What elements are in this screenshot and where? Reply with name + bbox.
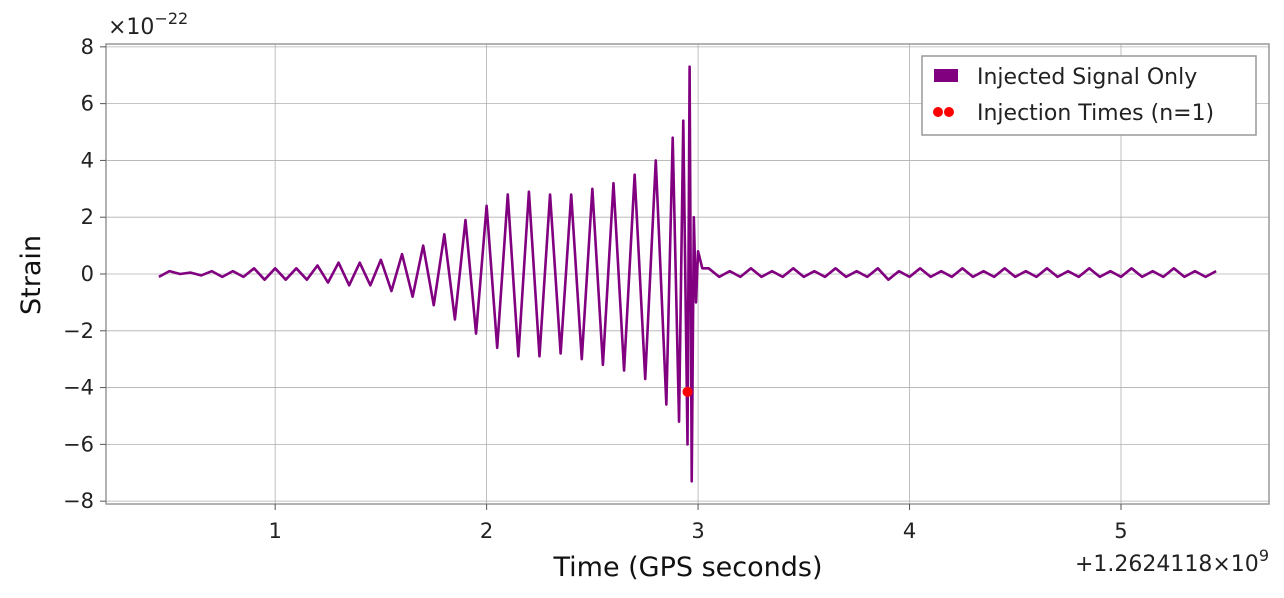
legend-marker-injection-times-a <box>933 107 943 117</box>
y-tick-label: −6 <box>63 432 94 456</box>
legend-label-injection-times: Injection Times (n=1) <box>977 101 1214 126</box>
y-scale-exponent: −22 <box>154 9 188 28</box>
legend-box <box>921 55 1257 136</box>
legend-swatch-injected-signal <box>934 69 958 82</box>
y-tick-label: 0 <box>81 262 94 286</box>
x-offset-exponent: 9 <box>1259 546 1269 565</box>
injection-time-point <box>682 386 693 397</box>
y-tick-label: 6 <box>81 92 94 116</box>
y-tick-label: −2 <box>63 319 94 343</box>
legend-label-injected-signal: Injected Signal Only <box>977 65 1197 90</box>
y-scale-prefix: ×10 <box>108 15 154 40</box>
y-tick-label: 8 <box>81 35 94 59</box>
x-tick-label: 5 <box>1114 519 1127 543</box>
x-offset-label: +1.2624118×109 <box>1075 546 1269 577</box>
x-offset-prefix: +1.2624118×10 <box>1075 552 1259 577</box>
y-tick-label: 2 <box>81 205 94 229</box>
y-tick-label: 4 <box>81 148 94 172</box>
y-tick-label: −8 <box>63 489 94 513</box>
series-layer <box>158 65 1217 483</box>
x-axis-label: Time (GPS seconds) <box>552 552 822 583</box>
y-tick-label: −4 <box>63 376 94 400</box>
x-tick-label: 2 <box>480 519 493 543</box>
series-line-injected-signal <box>158 65 1217 483</box>
legend: Injected Signal Only Injection Times (n=… <box>921 55 1257 136</box>
legend-marker-injection-times-b <box>944 107 954 117</box>
x-tick-label: 1 <box>268 519 281 543</box>
y-scale-factor: ×10−22 <box>108 9 188 40</box>
y-axis-label: Strain <box>16 235 47 315</box>
tick-layer: 1 2 3 4 5 8 6 4 2 0 −2 −4 −6 −8 <box>63 35 1128 543</box>
x-tick-label: 3 <box>691 519 704 543</box>
x-tick-label: 4 <box>903 519 916 543</box>
